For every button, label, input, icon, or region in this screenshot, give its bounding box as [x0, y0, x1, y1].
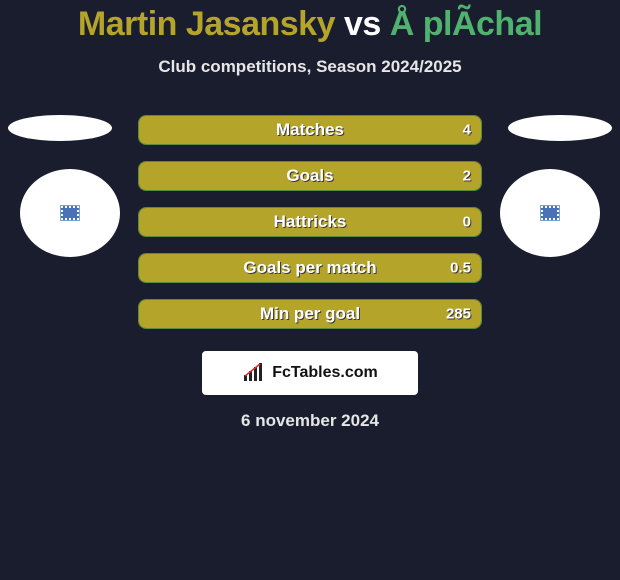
- brand-text: FcTables.com: [272, 364, 378, 382]
- player2-name: Å plÃ­chal: [390, 5, 542, 43]
- stat-value-right: 0.5: [450, 260, 471, 277]
- stat-label: Goals: [286, 166, 333, 186]
- fctables-logo-icon: [242, 363, 266, 383]
- vs-text: vs: [344, 5, 381, 43]
- brand-card[interactable]: FcTables.com: [202, 351, 418, 395]
- stat-value-right: 4: [463, 122, 471, 139]
- player2-shadow-ellipse: [508, 115, 612, 141]
- stat-bars: Matches 4 Goals 2 Hattricks 0 Goals per match 0…: [138, 115, 482, 329]
- stat-label: Goals per match: [243, 258, 376, 278]
- player2-badge: [500, 169, 600, 257]
- page-title: Martin Jasansky vs Å plÃ­chal: [0, 6, 620, 43]
- player1-badge-icon: [61, 206, 79, 220]
- stat-value-right: 0: [463, 214, 471, 231]
- player2-badge-icon: [541, 206, 559, 220]
- comparison-card: Martin Jasansky vs Å plÃ­chal Club compe…: [0, 0, 620, 431]
- player1-shadow-ellipse: [8, 115, 112, 141]
- stat-bar: Min per goal 285: [138, 299, 482, 329]
- stat-label: Hattricks: [274, 212, 347, 232]
- stats-arena: Matches 4 Goals 2 Hattricks 0 Goals per match 0…: [0, 115, 620, 329]
- stat-bar: Hattricks 0: [138, 207, 482, 237]
- date-text: 6 november 2024: [0, 411, 620, 431]
- stat-value-right: 285: [446, 306, 471, 323]
- player1-name: Martin Jasansky: [78, 5, 335, 43]
- stat-value-right: 2: [463, 168, 471, 185]
- stat-label: Min per goal: [260, 304, 360, 324]
- stat-bar: Matches 4: [138, 115, 482, 145]
- stat-label: Matches: [276, 120, 344, 140]
- subtitle: Club competitions, Season 2024/2025: [0, 57, 620, 77]
- stat-bar: Goals 2: [138, 161, 482, 191]
- player1-badge: [20, 169, 120, 257]
- stat-bar: Goals per match 0.5: [138, 253, 482, 283]
